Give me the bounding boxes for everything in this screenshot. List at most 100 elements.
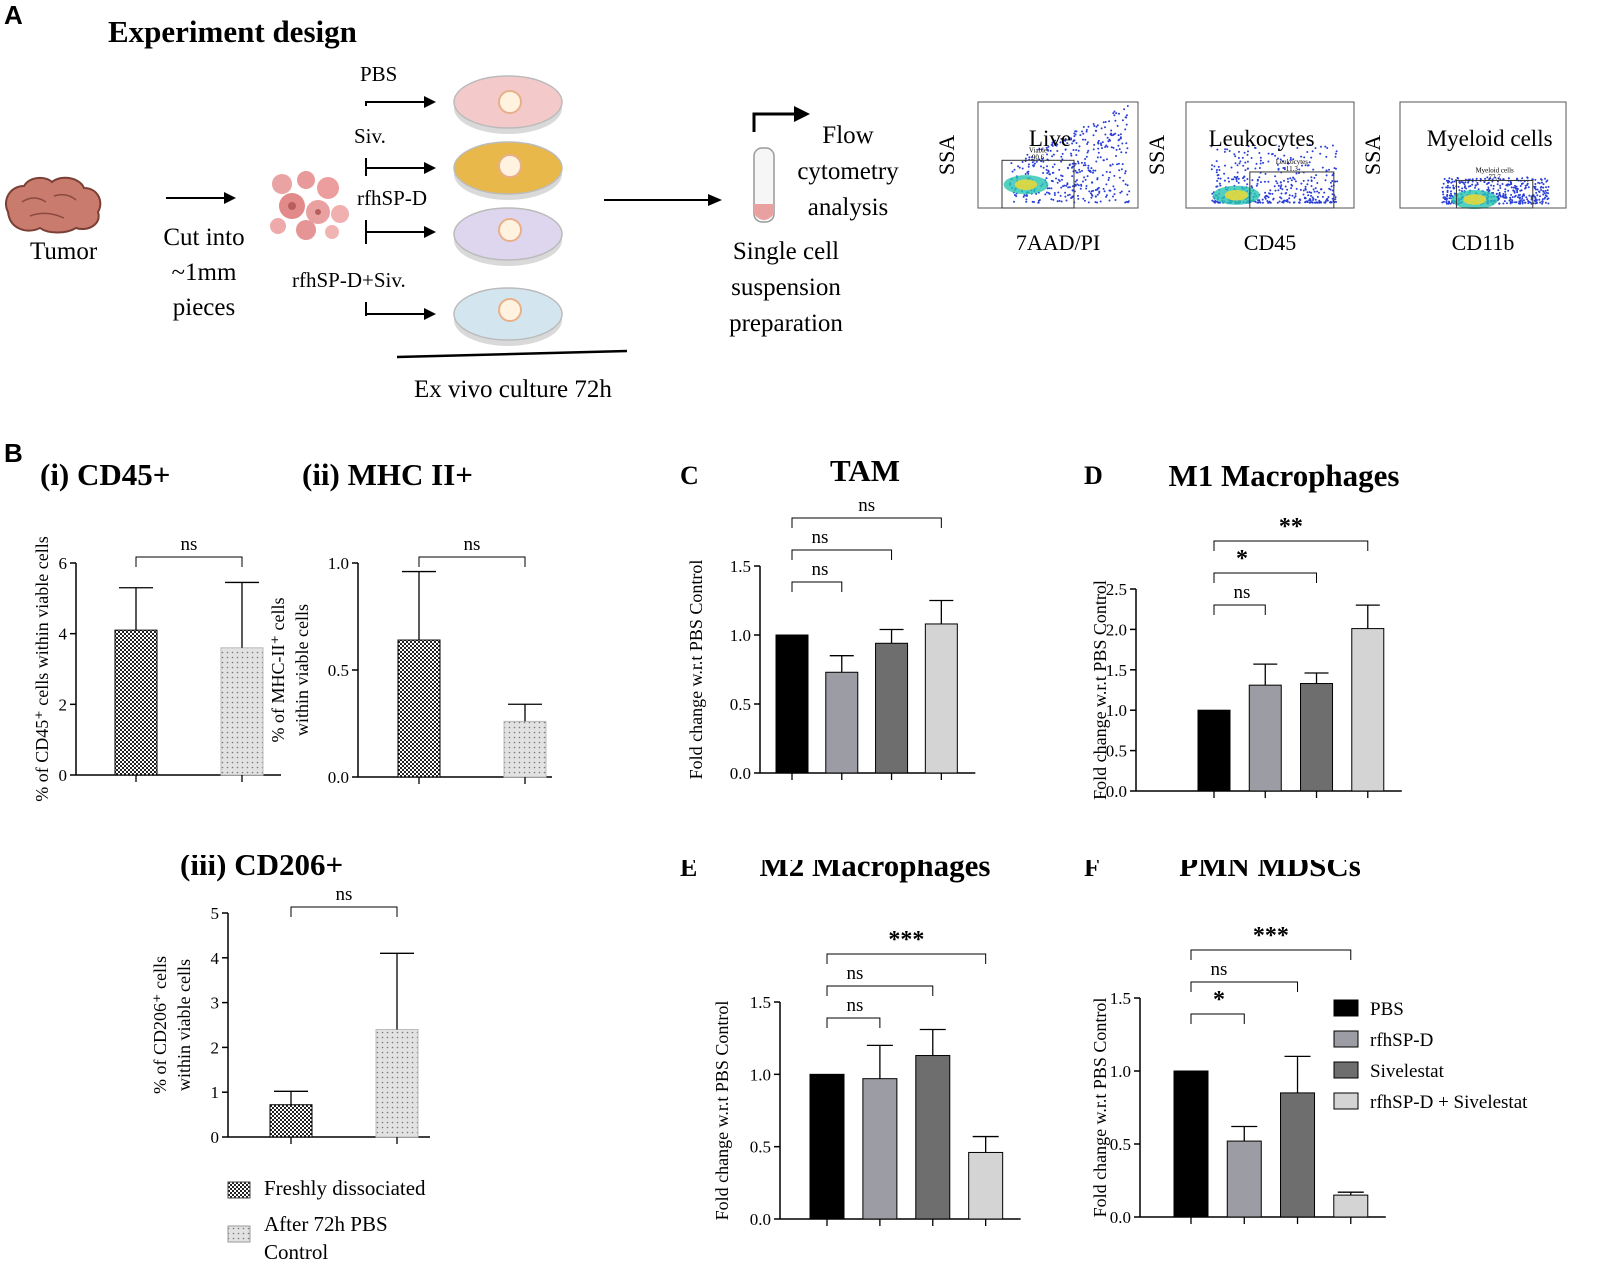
legend-label: Sivelestat: [1370, 1061, 1445, 1082]
flow-gate-title: Leukocytes: [1209, 126, 1315, 151]
bar: [1173, 1070, 1209, 1218]
chart-title: PMN MDSCs: [1179, 860, 1361, 883]
significance-bracket: [135, 556, 243, 567]
y-tick-label: 1.0: [328, 554, 349, 573]
chart-mhcii: (ii) MHC II+ 0.0 0.5 1.0 % of MHC-II⁺ cells w…: [268, 457, 552, 787]
y-tick-label: 4: [59, 625, 68, 644]
flow-plot-frame: [1185, 101, 1355, 209]
chart-m2: E M2 Macrophages 0.0 0.5 1.0 1.5 Fold change w…: [680, 860, 1021, 1229]
bar: [269, 1104, 313, 1138]
cut-label: Cut into ~1mm pieces: [154, 220, 254, 325]
flow-hotspot: [1014, 179, 1038, 190]
bar: [862, 1078, 898, 1220]
y-axis-label: Fold change w.r.t PBS Control: [712, 1001, 732, 1221]
flow-ylabel: SSA: [936, 135, 959, 175]
legend-fresh-label: Freshly dissociated: [264, 1176, 426, 1200]
significance-label: ns: [1211, 959, 1228, 980]
cut-label-line: pieces: [172, 294, 236, 321]
significance-label: **: [1279, 514, 1303, 540]
flow-ylabel: SSA: [1362, 135, 1385, 175]
y-tick-label: 0.0: [1106, 782, 1127, 801]
y-tick-label: 0.5: [328, 661, 349, 680]
y-tick-label: 1: [211, 1083, 220, 1102]
y-tick-label: 0.0: [750, 1210, 771, 1229]
significance-label: *: [1213, 987, 1225, 1013]
flow-gate: [1455, 179, 1534, 209]
petri-dish-rfhspd: [453, 207, 563, 266]
y-tick-label: 6: [59, 554, 68, 573]
flow-label: Flow cytometry analysis: [776, 118, 920, 226]
cut-label-line: Cut into: [163, 224, 245, 251]
flow-hotspot: [1224, 189, 1249, 201]
chart-cd45: (i) CD45+ 0 2 4 6 % of CD45⁺ cells within via…: [32, 457, 281, 802]
y-tick-label: 2: [211, 1038, 220, 1057]
significance-label: ns: [847, 963, 864, 984]
panel-b-letter: B: [4, 438, 23, 468]
suspension-label-line: preparation: [729, 310, 843, 337]
chart-tam: C TAM 0.0 0.5 1.0 1.5 Fold change w.r.t PBS Co…: [680, 453, 976, 783]
legend-label: rfhSP-D + Sivelestat: [1370, 1092, 1528, 1113]
bar: [875, 642, 909, 774]
significance-bracket: [1190, 981, 1299, 992]
treatment-label-siv: Siv.: [354, 124, 386, 148]
y-tick-label: 0: [59, 766, 68, 785]
petri-dishes: [453, 75, 563, 346]
significance-label: ns: [812, 527, 829, 548]
flow-hotspot: [1463, 194, 1487, 205]
y-tick-label: 3: [211, 994, 220, 1013]
flow-label-line: analysis: [807, 194, 889, 221]
flow-gate: [1001, 159, 1075, 209]
treatment-arrows: [365, 96, 436, 320]
y-axis-label: % of CD206⁺ cells: [150, 956, 170, 1094]
significance-label: ns: [336, 884, 353, 905]
legend-after-label: After 72h PBS Control: [264, 1210, 388, 1266]
bar: [825, 671, 859, 774]
legend-swatch: [1333, 1030, 1359, 1048]
significance-label: ns: [464, 534, 481, 555]
y-tick-label: 1.5: [1110, 989, 1131, 1008]
bar: [1226, 1140, 1262, 1218]
significance-label: *: [1236, 546, 1248, 572]
panel-letter: C: [680, 461, 699, 490]
y-tick-label: 0.0: [1110, 1208, 1131, 1227]
significance-bracket: [1213, 540, 1369, 551]
treatment-label-combo: rfhSP-D+Siv.: [292, 268, 406, 292]
bar: [1248, 684, 1282, 792]
bar: [924, 623, 958, 774]
flow-gate-name: Leukocytes: [1276, 158, 1309, 166]
significance-bracket: [1190, 949, 1352, 960]
chart-title: (ii) MHC II+: [302, 457, 473, 492]
y-axis-label: within viable cells: [174, 959, 194, 1091]
tissue-pieces-icon: [270, 171, 349, 240]
y-axis-label: Fold change w.r.t PBS Control: [1090, 580, 1110, 800]
y-axis-label: Fold change w.r.t PBS Control: [686, 560, 706, 780]
significance-bracket: [791, 549, 893, 560]
flow-gate-name: Viable: [1029, 146, 1047, 154]
chart-title: M2 Macrophages: [759, 860, 990, 883]
culture-underline: [396, 349, 628, 359]
treatment-label-pbs: PBS: [360, 62, 398, 86]
y-tick-label: 1.5: [1106, 661, 1127, 680]
y-tick-label: 0.5: [1106, 742, 1127, 761]
flow-gate: [1249, 171, 1335, 209]
bar: [968, 1151, 1004, 1220]
significance-bracket: [826, 953, 987, 964]
bar: [915, 1055, 951, 1220]
chart-cd206: (iii) CD206+ 0 1 2 3 4 5 % of CD206⁺ cells withi…: [150, 855, 430, 1147]
bar: [1300, 683, 1334, 792]
chart-title: (iii) CD206+: [180, 855, 343, 882]
legend-swatch-fresh: [227, 1181, 251, 1199]
flow-gate-value: 90.6: [1032, 153, 1045, 161]
legend-swatch: [1333, 1061, 1359, 1079]
flow-gate-title: Myeloid cells: [1427, 126, 1553, 151]
bar: [375, 1028, 419, 1138]
suspension-label: Single cell suspension preparation: [704, 234, 868, 342]
suspension-label-line: Single cell: [732, 238, 840, 265]
legend-swatch-after: [227, 1225, 251, 1243]
legend-swatch: [1333, 999, 1359, 1017]
flow-xlabel: CD45: [1244, 230, 1297, 255]
treatment-label-rfhspd: rfhSP-D: [357, 186, 428, 210]
